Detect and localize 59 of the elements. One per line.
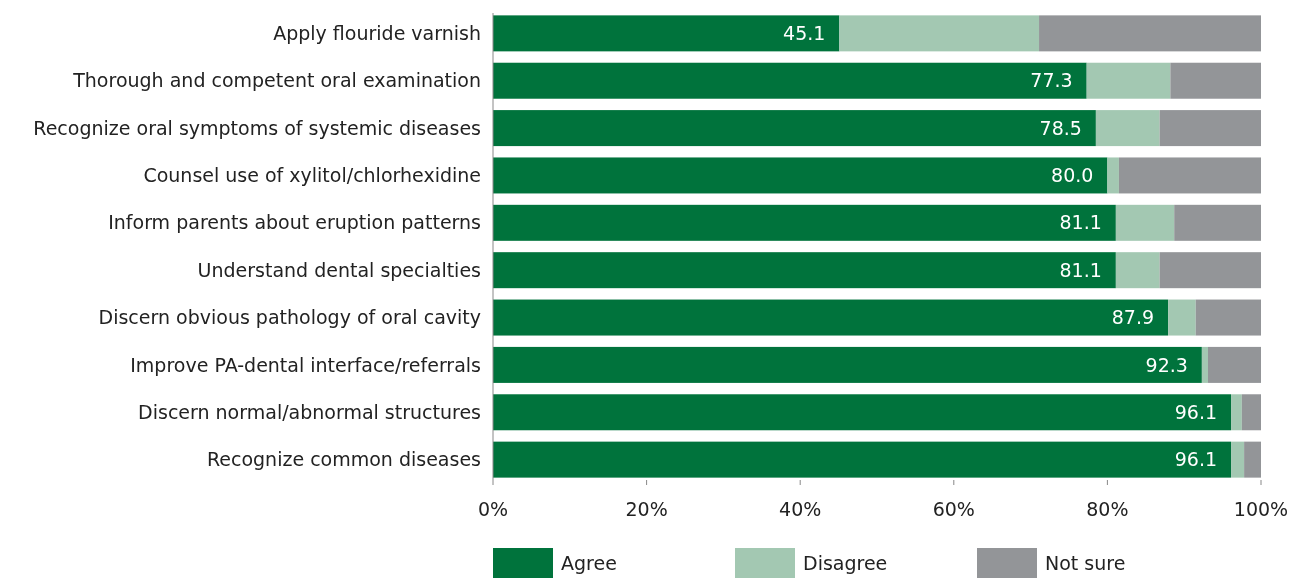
bar [493, 110, 1096, 147]
y-tick-label: Recognize oral symptoms of systemic diseases [33, 116, 481, 139]
bar [1174, 204, 1261, 241]
y-tick-label: Discern obvious pathology of oral cavity [98, 306, 481, 329]
bar [493, 299, 1169, 336]
legend-label: Not sure [1045, 551, 1126, 574]
data-label: 81.1 [1059, 211, 1102, 234]
y-tick-label: Counsel use of xylitol/chlorhexidine [143, 164, 481, 187]
data-label: 92.3 [1145, 353, 1188, 376]
data-label: 96.1 [1174, 400, 1218, 423]
data-label: 45.1 [783, 22, 826, 45]
bar [1118, 157, 1261, 194]
x-tick-label: 20% [625, 498, 668, 520]
bar [493, 204, 1116, 241]
x-tick-label: 80% [1086, 498, 1129, 520]
y-tick-label: Apply flouride varnish [273, 22, 481, 45]
x-tick-label: 60% [932, 498, 975, 520]
bar [1159, 110, 1261, 147]
bar [493, 252, 1116, 289]
y-tick-label: Understand dental specialties [197, 258, 481, 281]
x-tick-label: 100% [1233, 498, 1289, 520]
y-tick-label: Recognize common diseases [206, 448, 481, 471]
y-tick-label: Discern normal/abnormal structures [138, 400, 481, 423]
bar [1170, 62, 1261, 99]
bar [493, 157, 1108, 194]
bar [1244, 441, 1261, 478]
y-tick-label: Inform parents about eruption patterns [108, 211, 481, 234]
x-tick-label: 0% [477, 498, 509, 520]
bar [1231, 394, 1242, 431]
bar [1039, 15, 1261, 52]
bar [1095, 110, 1160, 147]
data-label: 80.0 [1051, 164, 1094, 187]
bar [1107, 157, 1119, 194]
bar [1241, 394, 1261, 431]
bar [1115, 252, 1160, 289]
bar [493, 441, 1232, 478]
bar [1201, 346, 1208, 383]
bar [1115, 204, 1175, 241]
bar [1231, 441, 1245, 478]
bar [1208, 346, 1261, 383]
legend-label: Disagree [803, 551, 888, 574]
data-label: 87.9 [1111, 306, 1155, 329]
legend-label: Agree [561, 551, 617, 574]
bar [493, 15, 840, 52]
bar [493, 62, 1087, 99]
data-label: 77.3 [1030, 69, 1073, 92]
x-tick-label: 40% [779, 498, 822, 520]
bar [1195, 299, 1261, 336]
y-tick-label: Improve PA-dental interface/referrals [130, 353, 481, 376]
y-tick-label: Thorough and competent oral examination [72, 69, 481, 92]
bar [493, 346, 1202, 383]
data-label: 78.5 [1039, 116, 1082, 139]
bar [1168, 299, 1196, 336]
data-label: 96.1 [1174, 448, 1218, 471]
bar [493, 394, 1232, 431]
bar [1159, 252, 1261, 289]
bar [839, 15, 1040, 52]
bar [1086, 62, 1171, 99]
data-label: 81.1 [1059, 258, 1102, 281]
